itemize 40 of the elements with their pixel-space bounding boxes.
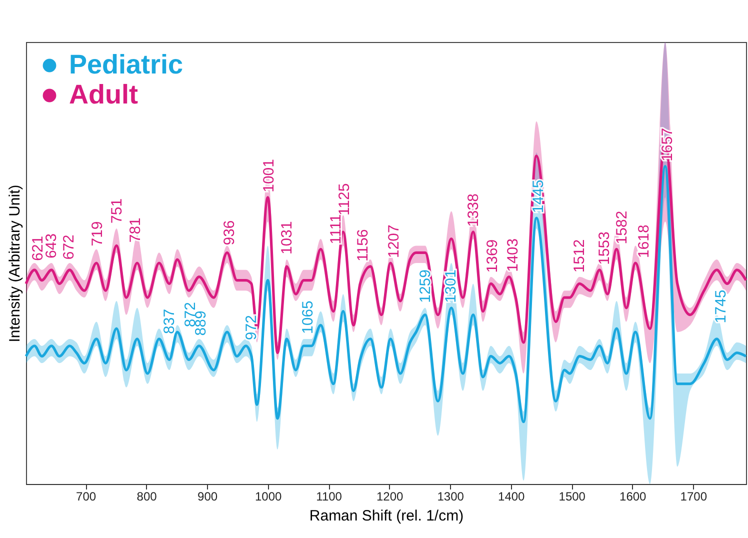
annotation: 1512 (570, 239, 588, 273)
x-tick-label: 900 (198, 490, 218, 504)
annotation: 719 (89, 221, 106, 246)
legend-label: Pediatric (69, 50, 184, 80)
annotation: 1156 (354, 229, 372, 262)
annotation: 1369 (484, 239, 502, 273)
annotation: 751 (108, 198, 126, 224)
x-tick-label: 1300 (437, 490, 464, 504)
annotation: 1338 (465, 194, 482, 227)
x-tick-label: 800 (136, 490, 158, 504)
annotation: 1111 (327, 214, 344, 244)
x-axis-title: Raman Shift (rel. 1/cm) (309, 508, 464, 524)
annotation: 1001 (260, 159, 278, 192)
annotation: 1582 (613, 210, 630, 244)
x-tick-label: 700 (76, 490, 96, 504)
annotation: 1445 (530, 180, 548, 214)
x-tick-label: 1500 (558, 490, 586, 504)
annotation: 672 (60, 234, 78, 260)
annotation: 1065 (299, 300, 316, 334)
annotation: 1553 (596, 232, 613, 265)
annotation: 1125 (336, 183, 353, 216)
annotation: 1031 (278, 221, 296, 255)
annotation: 1745 (712, 290, 730, 324)
annotation: 1259 (417, 270, 434, 303)
x-tick-label: 1000 (254, 490, 282, 504)
y-axis-title: Intensity (Arbitrary Unit) (6, 184, 24, 342)
x-tick-label: 1200 (376, 490, 404, 504)
annotation: 936 (220, 220, 238, 246)
x-tick-label: 1700 (680, 490, 708, 504)
annotation: 1301 (442, 270, 460, 303)
x-tick-label: 1400 (498, 490, 526, 504)
annotation: 1207 (386, 224, 403, 258)
annotation: 1618 (635, 224, 652, 258)
x-tick-label: 1600 (620, 490, 647, 504)
annotation: 781 (126, 218, 144, 243)
legend-label: Adult (69, 80, 138, 110)
annotation: 837 (160, 308, 178, 334)
annotation: 1403 (504, 238, 522, 272)
x-tick-label: 1100 (316, 490, 342, 504)
annotation: 972 (242, 315, 260, 340)
